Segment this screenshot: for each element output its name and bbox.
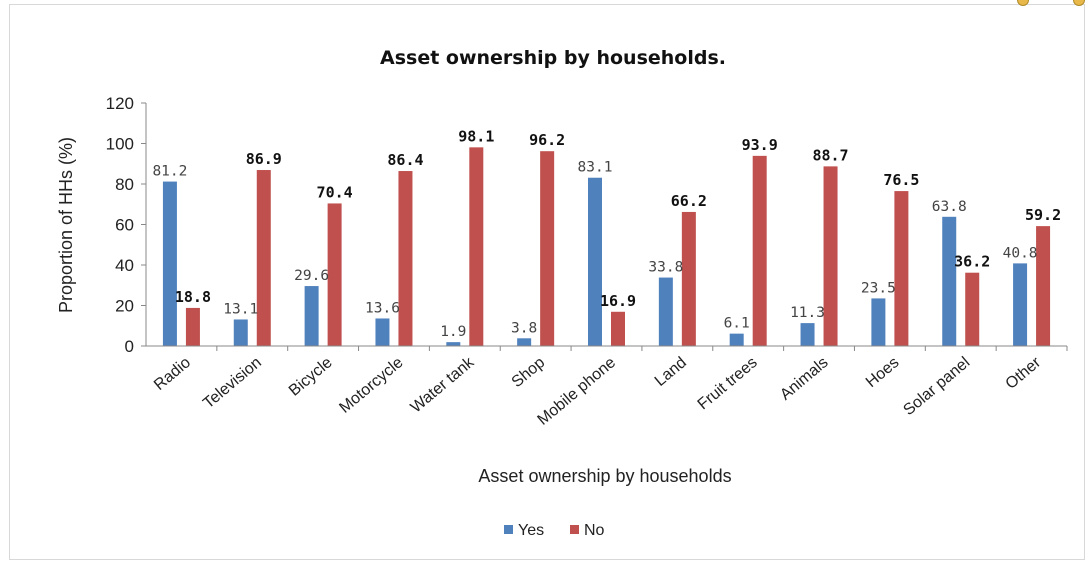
data-label-no: 59.2 bbox=[1025, 206, 1061, 224]
bar-no bbox=[611, 311, 625, 346]
legend-label: No bbox=[584, 522, 605, 539]
data-label-no: 70.4 bbox=[317, 183, 353, 201]
data-label-no: 98.1 bbox=[458, 127, 494, 145]
x-category-label: Radio bbox=[151, 354, 194, 394]
bar-no bbox=[1036, 226, 1051, 346]
legend-label: Yes bbox=[518, 522, 544, 539]
data-label-yes: 33.8 bbox=[648, 260, 683, 276]
data-label-no: 18.8 bbox=[175, 288, 211, 306]
x-category-label: Land bbox=[652, 354, 690, 390]
bar-yes bbox=[446, 342, 461, 346]
bar-yes bbox=[658, 277, 673, 346]
data-label-no: 86.4 bbox=[387, 151, 423, 169]
x-category-label: Water tank bbox=[408, 353, 478, 416]
bar-yes bbox=[800, 323, 815, 346]
data-label-no: 36.2 bbox=[954, 253, 990, 271]
x-axis-categories: Radio Television Bicycle Motorcycle Water ta… bbox=[151, 346, 1068, 429]
data-label-no: 96.2 bbox=[529, 131, 565, 149]
chart-title: Asset ownership by households. bbox=[380, 47, 726, 69]
y-axis-ticks: 0 20 40 60 80 100 120 bbox=[106, 94, 146, 356]
bar-no bbox=[185, 307, 200, 346]
data-label-yes: 13.1 bbox=[223, 301, 258, 317]
data-label-yes: 83.1 bbox=[578, 160, 613, 176]
bar-no bbox=[327, 203, 342, 346]
bar-yes bbox=[304, 286, 319, 346]
bar-yes bbox=[942, 216, 957, 346]
bars bbox=[162, 147, 1051, 346]
x-axis-title: Asset ownership by households bbox=[478, 466, 731, 486]
data-label-yes: 29.6 bbox=[294, 268, 329, 284]
x-category-label: Shop bbox=[509, 354, 549, 391]
data-label-no: 88.7 bbox=[812, 146, 848, 164]
data-label-yes: 1.9 bbox=[440, 324, 466, 340]
legend-swatch bbox=[570, 525, 579, 534]
data-label-no: 86.9 bbox=[246, 150, 282, 168]
legend: Yes No bbox=[504, 522, 605, 539]
bar-yes bbox=[871, 298, 886, 346]
bar-no bbox=[540, 151, 555, 346]
bar-no bbox=[256, 170, 271, 346]
data-label-yes: 3.8 bbox=[511, 320, 537, 336]
data-label-no: 93.9 bbox=[742, 136, 778, 154]
bar-yes bbox=[233, 319, 248, 346]
x-category-label: Television bbox=[200, 354, 265, 412]
y-tick-label: 80 bbox=[115, 175, 134, 194]
y-tick-label: 120 bbox=[106, 94, 134, 113]
bar-no bbox=[965, 272, 980, 346]
bar-yes bbox=[588, 177, 602, 346]
data-label-yes: 40.8 bbox=[1003, 245, 1038, 261]
data-label-yes: 11.3 bbox=[790, 305, 825, 321]
data-label-no: 16.9 bbox=[600, 292, 636, 310]
window-corner-controls bbox=[1001, 0, 1091, 8]
y-tick-label: 40 bbox=[115, 256, 134, 275]
data-label-no: 76.5 bbox=[883, 171, 919, 189]
data-label-yes: 81.2 bbox=[152, 164, 187, 180]
x-category-label: Animals bbox=[777, 354, 832, 404]
x-category-label: Mobile phone bbox=[535, 354, 620, 429]
bar-no bbox=[398, 171, 413, 346]
y-tick-label: 100 bbox=[106, 135, 134, 154]
bar-no bbox=[894, 191, 909, 346]
y-tick-label: 60 bbox=[115, 216, 134, 235]
bar-no bbox=[823, 166, 838, 346]
y-tick-label: 20 bbox=[115, 297, 134, 316]
legend-swatch bbox=[504, 525, 513, 534]
y-axis-title: Proportion of HHs (%) bbox=[56, 137, 76, 313]
x-category-label: Other bbox=[1003, 354, 1045, 393]
bar-yes bbox=[729, 333, 744, 346]
bar-no bbox=[752, 155, 767, 346]
x-category-label: Bicycle bbox=[286, 354, 336, 400]
bar-yes bbox=[162, 181, 177, 346]
x-category-label: Solar panel bbox=[900, 354, 973, 419]
data-label-yes: 13.6 bbox=[365, 300, 400, 316]
x-category-label: Motorcycle bbox=[336, 354, 406, 417]
x-category-label: Fruit trees bbox=[695, 354, 761, 413]
bar-yes bbox=[517, 338, 532, 346]
data-label-no: 66.2 bbox=[671, 192, 707, 210]
data-label-yes: 23.5 bbox=[861, 280, 896, 296]
data-label-yes: 63.8 bbox=[932, 199, 967, 215]
data-label-yes: 6.1 bbox=[724, 316, 750, 332]
data-labels: 81.2 18.8 13.1 86.9 29.6 70.4 13.6 86.4 1.9 98.1 3… bbox=[152, 127, 1061, 340]
x-category-label: Hoes bbox=[863, 354, 903, 391]
bar-yes bbox=[375, 318, 390, 346]
bar-no bbox=[469, 147, 484, 346]
y-tick-label: 0 bbox=[125, 337, 134, 356]
bar-yes bbox=[1013, 263, 1028, 346]
bar-no bbox=[681, 211, 696, 346]
